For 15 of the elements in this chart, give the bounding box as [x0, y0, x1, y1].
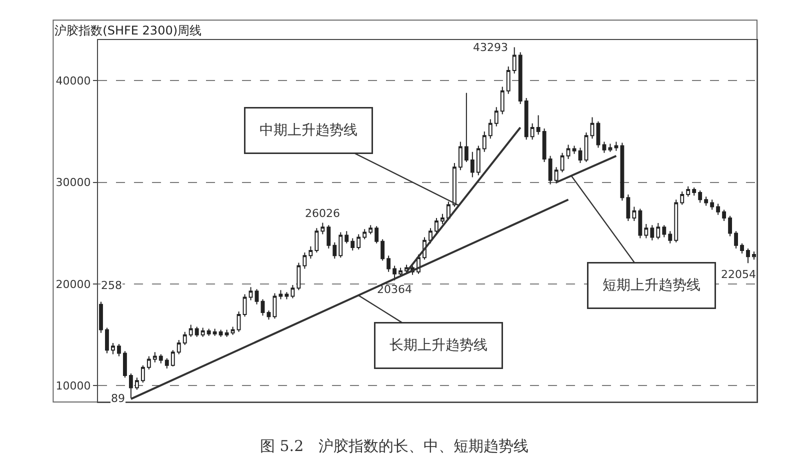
annotation: 258: [101, 279, 122, 292]
annotation: 43293: [473, 41, 508, 54]
y-tick-label: 40000: [56, 74, 91, 88]
annotation: 89: [111, 392, 125, 405]
y-tick-label: 30000: [56, 176, 91, 190]
y-tick-label: 10000: [56, 380, 91, 393]
annotation: 26026: [305, 207, 340, 220]
caption: 图 5.2 沪胶指数的长、中、短期趋势线: [260, 437, 529, 455]
annotation: 中期上升趋势线: [260, 122, 358, 138]
annotation: 短期上升趋势线: [602, 278, 700, 294]
annotation: 长期上升趋势线: [390, 338, 488, 354]
chart-title: 沪胶指数(SHFE 2300)周线: [54, 23, 202, 38]
y-tick-label: 20000: [56, 278, 91, 291]
annotation: 20364: [377, 283, 412, 296]
annotation: 22054: [721, 268, 756, 281]
